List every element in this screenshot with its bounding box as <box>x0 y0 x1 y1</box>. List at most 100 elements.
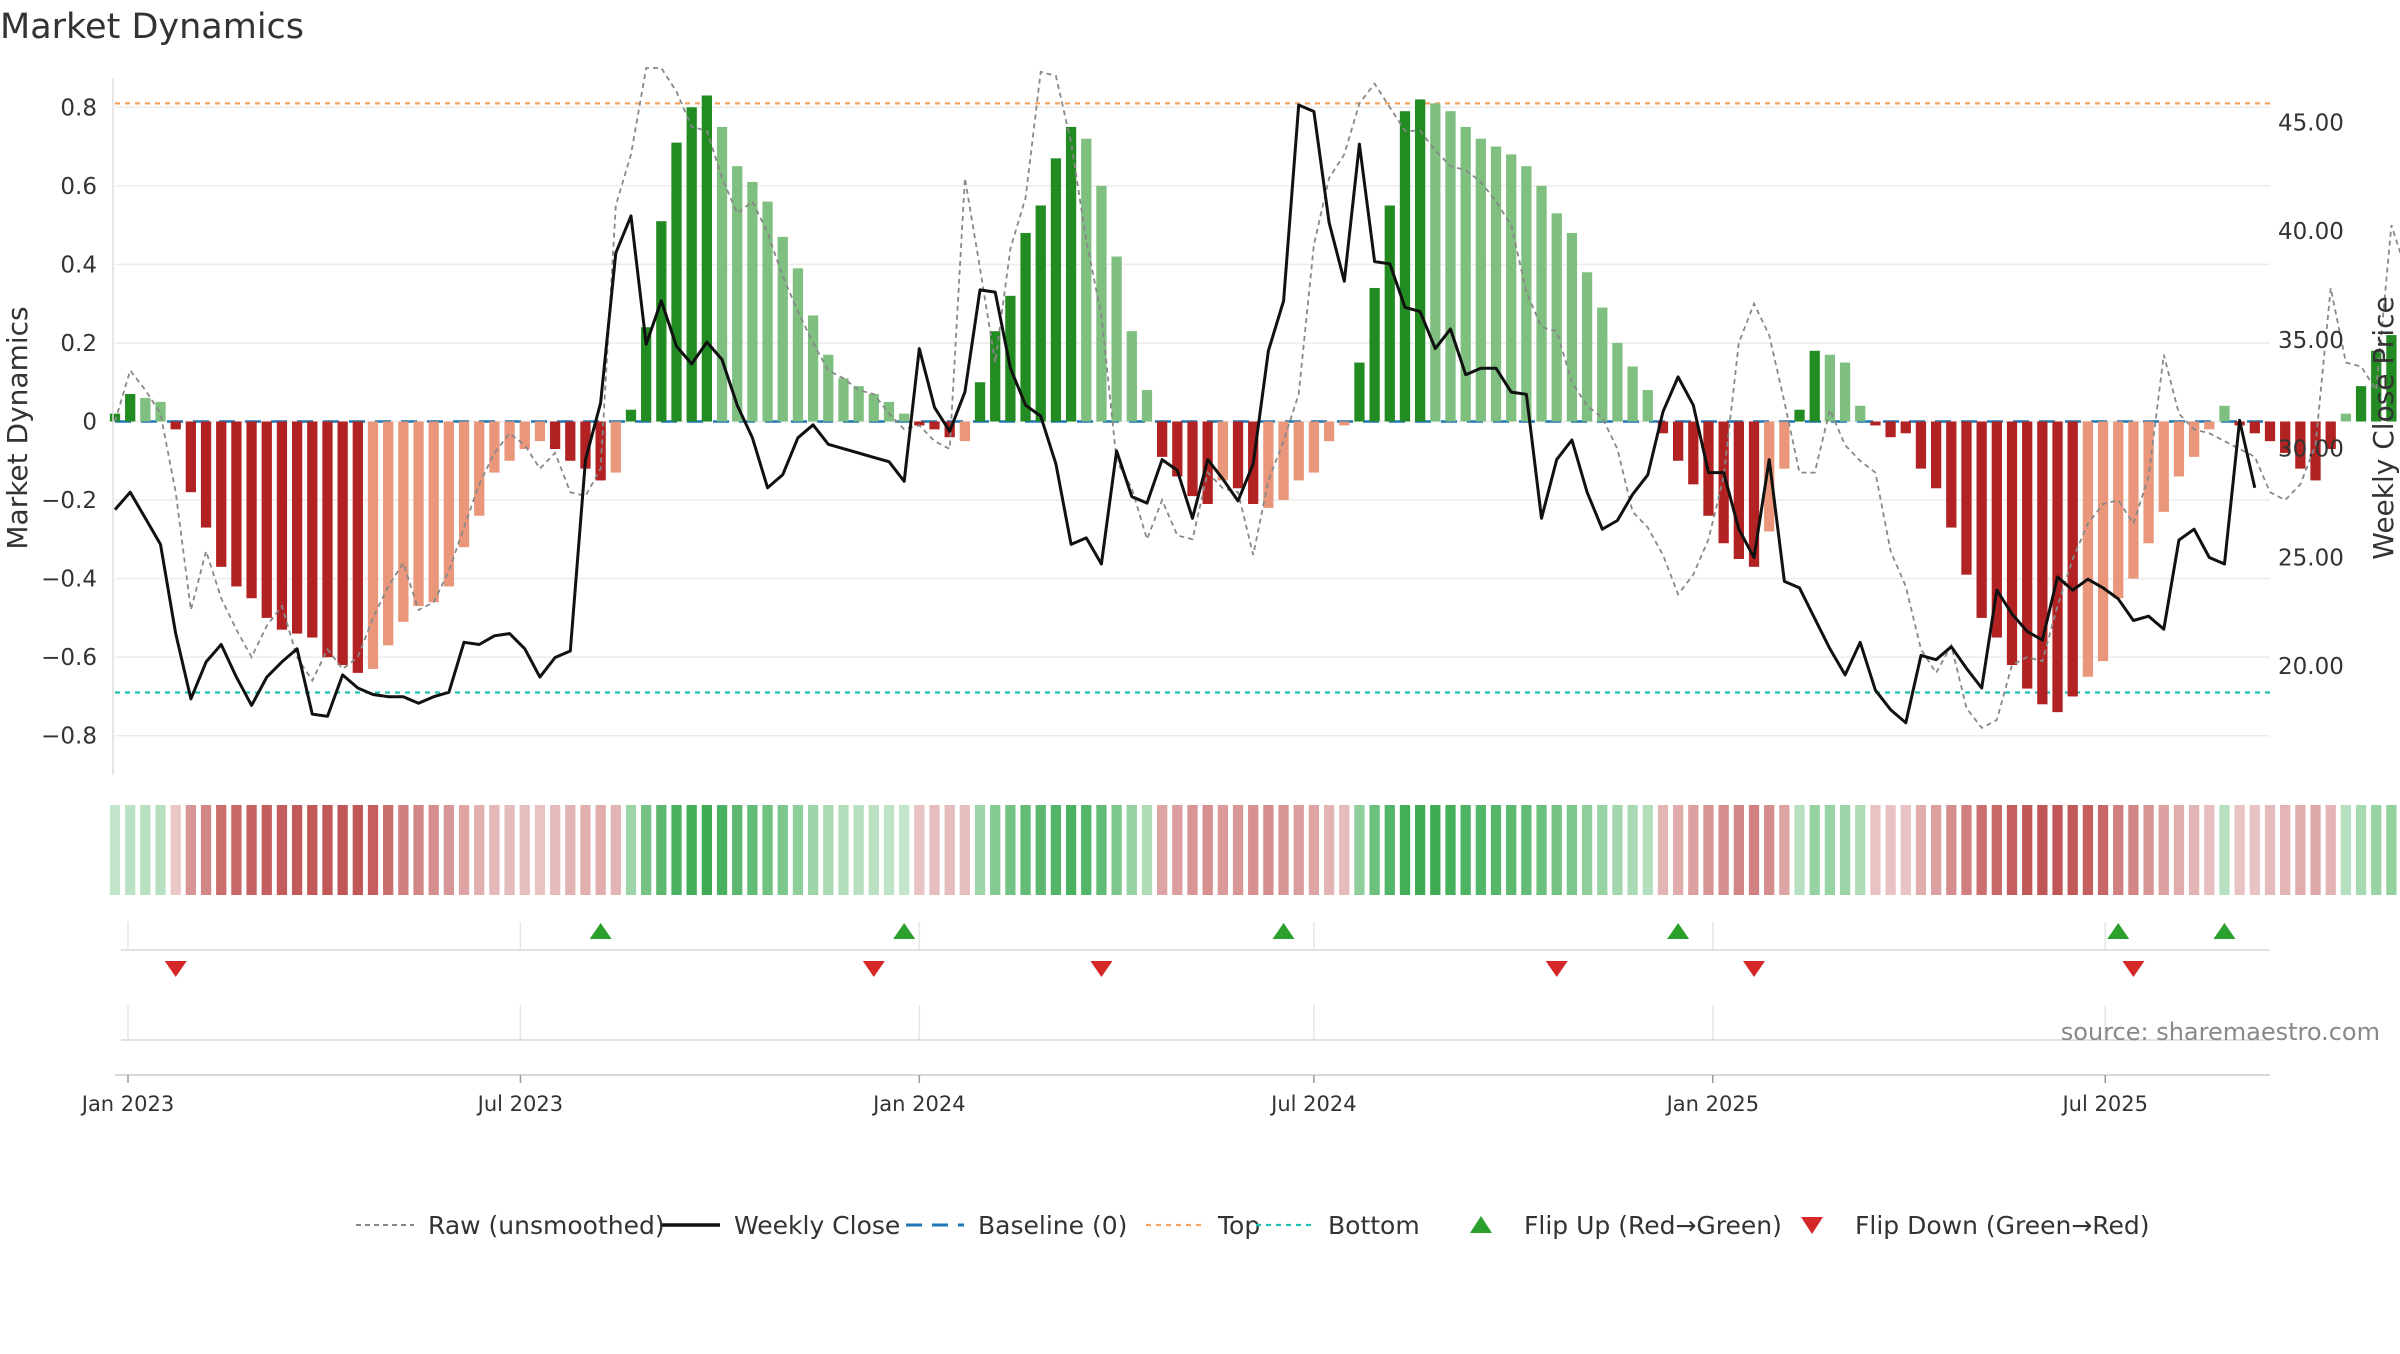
heat-cell <box>2295 805 2306 895</box>
heat-cell <box>1172 805 1183 895</box>
heat-cell <box>1657 805 1669 895</box>
dynamics-bar <box>383 421 394 646</box>
dynamics-bar <box>641 327 652 422</box>
heat-cell <box>1779 805 1790 895</box>
dynamics-bar <box>2052 421 2063 713</box>
dynamics-bar <box>1551 213 1562 422</box>
y-axis-label: Market Dynamics <box>1 306 34 549</box>
heat-cell <box>1475 805 1486 895</box>
heat-cell <box>1672 805 1684 895</box>
dynamics-bar <box>1339 421 1350 426</box>
heat-cell <box>792 805 804 895</box>
legend-item-flip_up: Flip Up (Red→Green) <box>1470 1211 1782 1240</box>
dynamics-bar <box>2097 421 2109 662</box>
heat-cell <box>519 805 530 895</box>
heat-cell <box>1005 805 1016 895</box>
heat-cell <box>170 805 181 895</box>
heat-cell <box>1718 805 1729 895</box>
flip-down-marker <box>1743 961 1766 977</box>
dynamics-bar <box>2188 421 2200 457</box>
heat-cell <box>413 805 424 895</box>
heat-cell <box>823 805 834 895</box>
heat-cell <box>1581 805 1593 895</box>
heat-cell <box>625 805 637 895</box>
dynamics-bar <box>823 354 834 422</box>
chart-title: Market Dynamics <box>0 7 304 47</box>
heat-cell <box>1369 805 1380 895</box>
heat-cell <box>1339 805 1350 895</box>
heat-cell <box>1293 805 1304 895</box>
heat-cell <box>1794 805 1805 895</box>
dynamics-bar <box>1369 287 1380 422</box>
legend-item-flip_down: Flip Down (Green→Red) <box>1801 1211 2150 1240</box>
dynamics-bar <box>1870 421 1881 426</box>
line-series <box>113 67 2400 730</box>
dynamics-bar <box>1081 138 1092 422</box>
dynamics-bar <box>1794 409 1805 422</box>
heat-cell <box>2022 805 2033 895</box>
heat-cell <box>1187 805 1198 895</box>
heat-cell <box>2371 805 2382 895</box>
heat-cell <box>1809 805 1820 895</box>
dynamics-bar <box>1566 232 1578 422</box>
dynamics-bar <box>807 315 819 422</box>
dynamics-bar <box>686 107 697 422</box>
dynamics-bar <box>625 409 637 422</box>
dynamics-bar <box>1445 111 1456 422</box>
heat-cell <box>807 805 819 895</box>
heat-cell <box>1035 805 1046 895</box>
dynamics-bar <box>489 421 500 473</box>
dynamics-bar <box>1354 362 1365 422</box>
legend-label: Raw (unsmoothed) <box>428 1211 665 1240</box>
heat-cell <box>1202 805 1213 895</box>
heat-cell <box>2143 805 2154 895</box>
dynamics-bar <box>838 378 849 422</box>
heat-cell <box>1748 805 1760 895</box>
dynamics-bar <box>883 401 895 422</box>
heat-cell <box>1111 805 1122 895</box>
heat-cell <box>990 805 1001 895</box>
dynamics-bar <box>398 421 409 622</box>
heat-cell <box>489 805 500 895</box>
legend-label: Weekly Close <box>734 1211 900 1240</box>
dynamics-bar <box>1809 350 1820 422</box>
legend-item-raw: Raw (unsmoothed) <box>356 1211 665 1240</box>
dynamics-bar <box>2249 421 2260 434</box>
dynamics-bar <box>322 421 333 658</box>
heat-cell <box>2386 805 2397 895</box>
heat-cell <box>2097 805 2109 895</box>
heat-cell <box>2325 805 2336 895</box>
heat-cell <box>549 805 561 895</box>
dynamics-bar <box>1217 421 1228 481</box>
dynamics-bar <box>1764 421 1775 532</box>
heat-cell <box>1551 805 1562 895</box>
dynamics-bar <box>853 386 864 422</box>
heat-cell <box>1764 805 1775 895</box>
dynamics-bar <box>1976 421 1987 618</box>
heat-cell <box>944 805 955 895</box>
flip-down-marker <box>2122 961 2145 977</box>
dynamics-bar <box>1642 390 1653 422</box>
dynamics-bar <box>1930 421 1942 489</box>
dynamics-bar <box>565 421 576 461</box>
heat-cell <box>458 805 470 895</box>
heat-cell <box>929 805 940 895</box>
legend-item-close: Weekly Close <box>662 1211 900 1240</box>
y-tick-label: 0.8 <box>60 95 97 121</box>
heat-cell <box>2264 805 2276 895</box>
dynamics-bar <box>1855 405 1866 422</box>
dynamics-bar <box>959 421 970 442</box>
heat-cell <box>1445 805 1456 895</box>
dynamics-bar <box>1460 126 1471 422</box>
dynamics-bar <box>1278 421 1289 501</box>
heat-cell <box>1157 805 1168 895</box>
dynamics-bar <box>2325 421 2336 449</box>
dynamics-bar <box>1718 421 1729 544</box>
dynamics-bar <box>747 181 758 422</box>
bar-series <box>109 95 2397 713</box>
heat-cell <box>2310 805 2321 895</box>
heat-cell <box>383 805 394 895</box>
dynamics-bar <box>1263 421 1274 508</box>
heat-cell <box>1081 805 1092 895</box>
dynamics-bar <box>1581 272 1593 422</box>
